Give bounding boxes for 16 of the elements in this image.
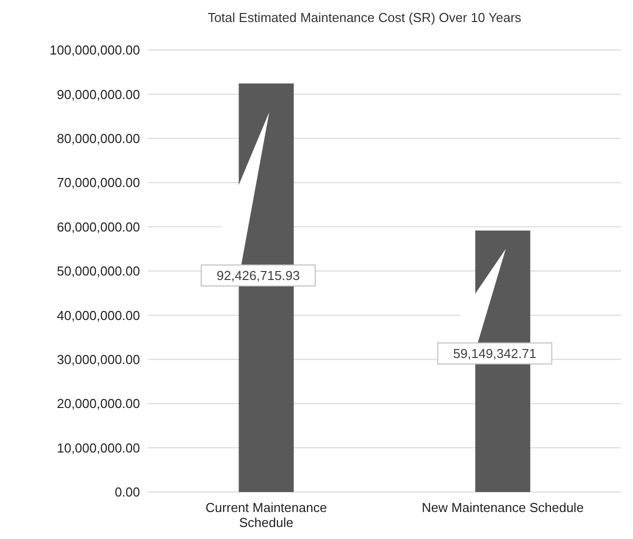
x-tick-label: New Maintenance Schedule xyxy=(422,500,584,515)
y-tick-label: 60,000,000.00 xyxy=(56,219,140,234)
y-tick-label: 50,000,000.00 xyxy=(56,264,140,279)
y-tick-label: 80,000,000.00 xyxy=(56,130,140,146)
y-tick-label: 30,000,000.00 xyxy=(56,352,140,367)
y-tick-label: 0.00 xyxy=(114,484,140,500)
x-tick-label: Current Maintenance Schedule xyxy=(206,500,327,530)
y-tick-label: 10,000,000.00 xyxy=(56,440,140,456)
y-tick-label: 40,000,000.00 xyxy=(56,308,140,323)
data-label: 92,426,715.93 xyxy=(216,268,300,284)
y-tick-label: 100,000,000.00 xyxy=(50,42,140,58)
data-label: 59,149,342.71 xyxy=(453,346,536,361)
y-tick-label: 90,000,000.00 xyxy=(56,86,140,102)
y-tick-label: 70,000,000.00 xyxy=(56,175,140,190)
chart-title: Total Estimated Maintenance Cost (SR) Over 10 Years xyxy=(208,10,522,25)
y-tick-label: 20,000,000.00 xyxy=(56,396,140,412)
